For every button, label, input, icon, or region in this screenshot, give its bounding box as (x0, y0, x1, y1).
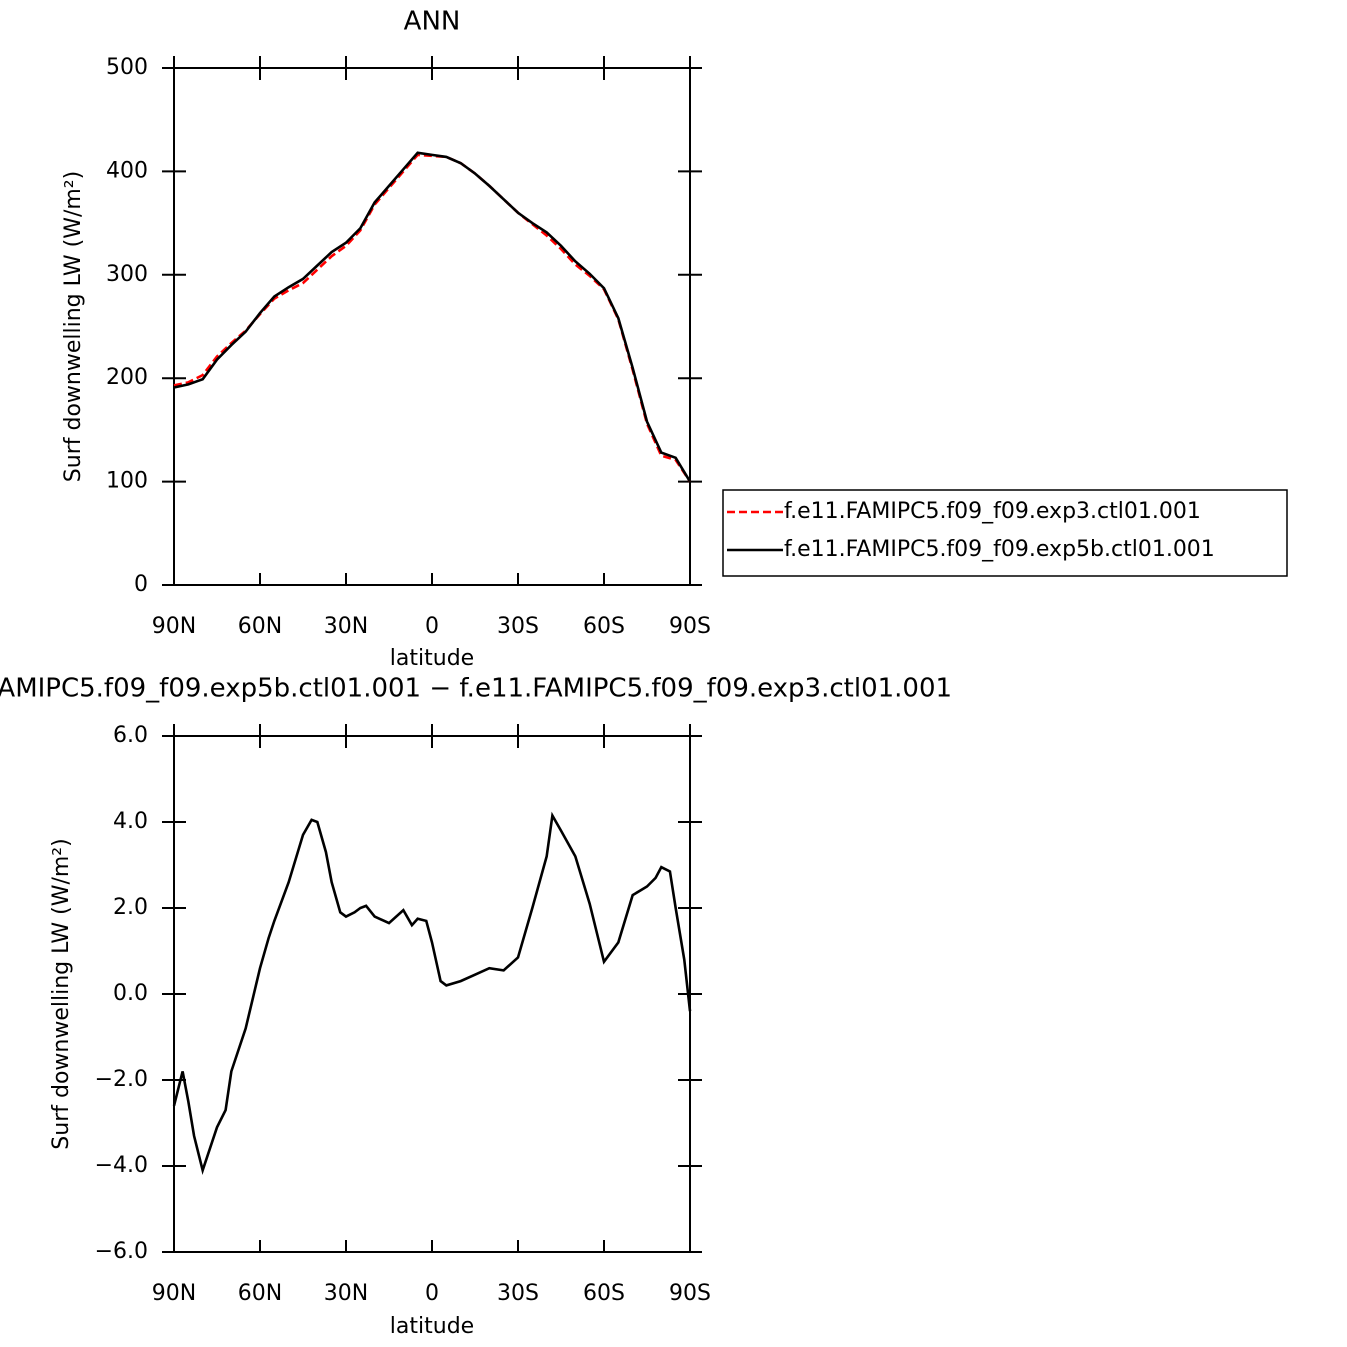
x-tick-label: 30N (324, 614, 368, 639)
chart-title: ANN (404, 7, 461, 37)
x-axis-label: latitude (390, 1314, 474, 1339)
x-tick-label: 0 (425, 1281, 439, 1306)
legend-label: f.e11.FAMIPC5.f09_f09.exp3.ctl01.001 (784, 499, 1201, 524)
x-tick-label: 60S (583, 1281, 625, 1306)
plot-frame (173, 735, 691, 1253)
y-tick-label: 200 (106, 365, 148, 390)
legend-box (722, 489, 1288, 577)
x-tick-label: 60N (238, 1281, 282, 1306)
y-tick-label: 6.0 (113, 723, 148, 748)
y-tick-label: −4.0 (95, 1153, 148, 1178)
chart-title: f.e11.FAMIPC5.f09_f09.exp5b.ctl01.001 − … (0, 674, 952, 704)
x-tick-label: 90S (669, 1281, 711, 1306)
data-line (173, 151, 692, 483)
y-tick-label: 300 (106, 262, 148, 287)
y-tick-label: 0 (134, 572, 148, 597)
y-tick-label: 2.0 (113, 895, 148, 920)
x-axis-label: latitude (390, 646, 474, 671)
y-tick-label: 0.0 (113, 981, 148, 1006)
x-tick-label: 30S (497, 1281, 539, 1306)
y-axis-label: Surf downwelling LW (W/m²) (49, 838, 74, 1149)
x-tick-label: 30S (497, 614, 539, 639)
x-tick-label: 90N (152, 614, 196, 639)
x-tick-label: 60S (583, 614, 625, 639)
y-axis-label: Surf downwelling LW (W/m²) (61, 171, 86, 482)
y-tick-label: 4.0 (113, 809, 148, 834)
y-tick-label: −2.0 (95, 1067, 148, 1092)
x-tick-label: 30N (324, 1281, 368, 1306)
y-tick-label: −6.0 (95, 1239, 148, 1264)
plot-frame (173, 67, 691, 586)
x-tick-label: 90S (669, 614, 711, 639)
x-tick-label: 90N (152, 1281, 196, 1306)
y-tick-label: 400 (106, 158, 148, 183)
x-tick-label: 60N (238, 614, 282, 639)
y-tick-label: 100 (106, 469, 148, 494)
data-line (173, 153, 692, 483)
data-line (172, 811, 692, 1175)
y-tick-label: 500 (106, 55, 148, 80)
x-tick-label: 0 (425, 614, 439, 639)
legend-label: f.e11.FAMIPC5.f09_f09.exp5b.ctl01.001 (784, 537, 1215, 562)
